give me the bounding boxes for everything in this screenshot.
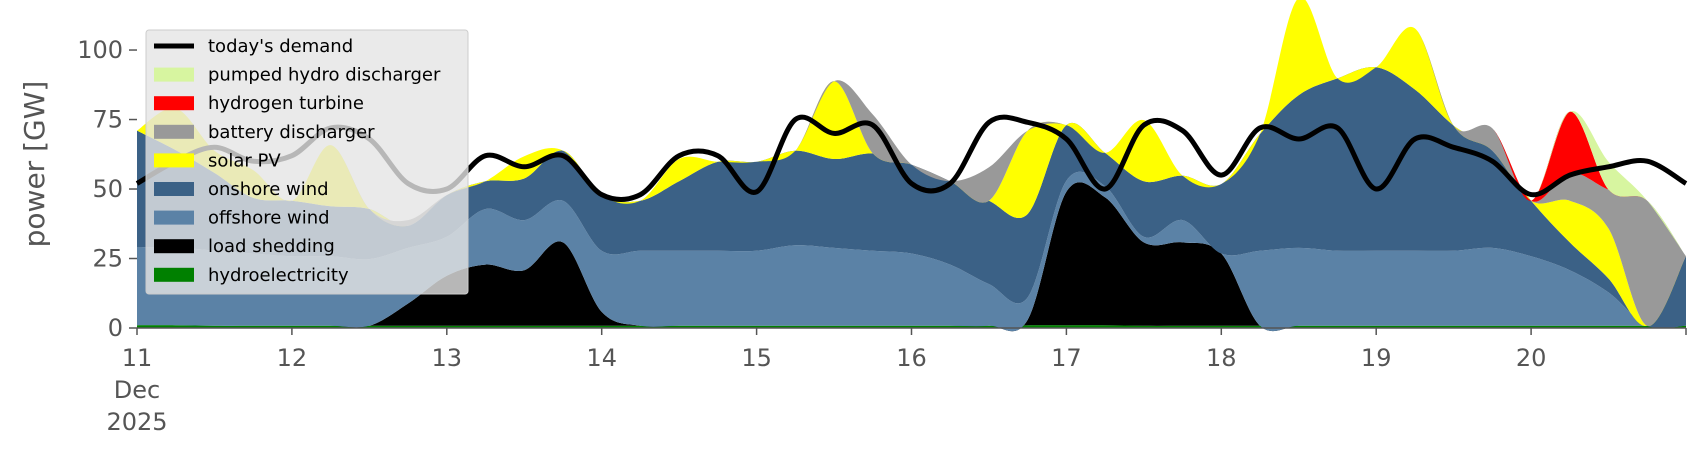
legend-label-today-s-demand: today's demand [208, 36, 353, 57]
x-tick-label: 11 Dec 2025 [106, 344, 167, 436]
x-tick-label: 15 [741, 344, 772, 372]
area-load-shedding [137, 182, 1686, 332]
legend-swatch-solar-pv [154, 153, 194, 168]
legend-swatch-offshore-wind [154, 210, 194, 225]
y-ticks: 0 25 50 75 100 [77, 36, 137, 342]
x-tick-label: 20 [1516, 344, 1547, 372]
y-tick-label: 75 [92, 106, 123, 134]
x-tick-label: 14 [586, 344, 617, 372]
y-axis-label: power [GW] [18, 81, 51, 248]
x-tick-label: 19 [1361, 344, 1392, 372]
legend-label-onshore-wind: onshore wind [208, 179, 329, 200]
y-tick-label: 25 [92, 245, 123, 273]
legend-label-hydroelectricity: hydroelectricity [208, 265, 349, 286]
x-tick-label: 18 [1206, 344, 1237, 372]
legend-label-load-shedding: load shedding [208, 236, 335, 257]
legend-label-battery-discharger: battery discharger [208, 122, 375, 143]
legend: today's demand pumped hydro discharger hyd… [145, 29, 469, 295]
x-tick-label: 16 [896, 344, 927, 372]
legend-box [145, 29, 469, 295]
legend-label-hydrogen-turbine: hydrogen turbine [208, 93, 364, 114]
area-onshore-wind [137, 67, 1686, 329]
legend-swatch-load-shedding [154, 239, 194, 254]
y-tick-label: 50 [92, 175, 123, 203]
legend-label-solar-pv: solar PV [208, 150, 281, 171]
legend-swatch-battery-discharger [154, 124, 194, 139]
legend-swatch-hydrogen-turbine [154, 96, 194, 111]
legend-swatch-onshore-wind [154, 182, 194, 196]
x-tick-label: 13 [432, 344, 463, 372]
legend-label-pumped-hydro-discharger: pumped hydro discharger [208, 65, 441, 86]
legend-label-offshore-wind: offshore wind [208, 208, 330, 229]
area-solar-pv [137, 0, 1686, 326]
area-offshore-wind [137, 171, 1686, 332]
y-tick-label: 100 [77, 36, 123, 64]
x-tick-label: 17 [1051, 344, 1082, 372]
legend-swatch-hydroelectricity [154, 267, 194, 282]
legend-swatch-pumped-hydro-discharger [154, 67, 194, 82]
y-tick-label: 0 [108, 314, 123, 342]
x-ticks: 11 Dec 2025 12 13 14 15 16 17 18 19 20 [106, 328, 1687, 436]
x-tick-label: 12 [277, 344, 308, 372]
